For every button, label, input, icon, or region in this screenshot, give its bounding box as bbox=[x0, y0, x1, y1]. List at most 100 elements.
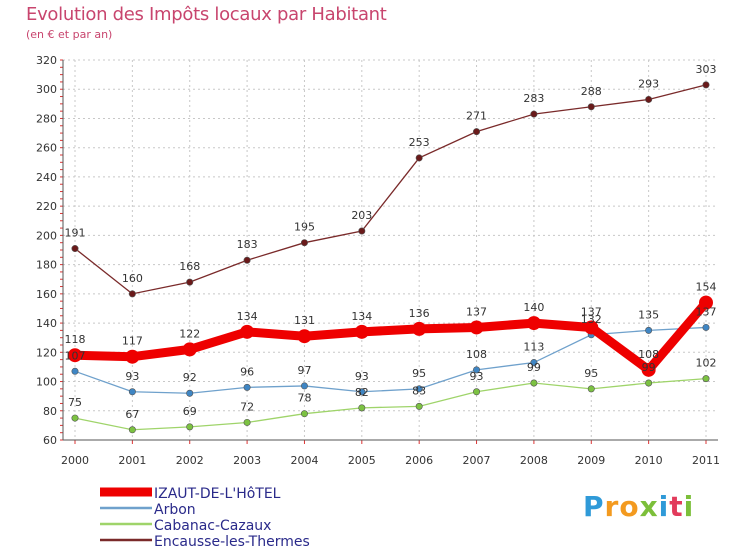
y-tick-label: 80 bbox=[43, 405, 57, 418]
data-point bbox=[473, 388, 481, 396]
series-line-encausse bbox=[74, 84, 707, 295]
data-point bbox=[702, 323, 710, 331]
data-point bbox=[240, 324, 255, 339]
data-point bbox=[358, 388, 366, 396]
y-tick-label: 300 bbox=[36, 83, 57, 96]
data-point bbox=[699, 295, 713, 310]
x-tick-label: 2004 bbox=[290, 454, 318, 467]
data-point bbox=[645, 95, 653, 103]
legend-arbon-label: Arbon bbox=[154, 502, 196, 518]
data-point bbox=[243, 418, 251, 426]
data-label: 113 bbox=[523, 341, 544, 354]
data-point bbox=[186, 423, 194, 431]
data-label: 72 bbox=[240, 400, 254, 413]
data-label: 271 bbox=[466, 110, 487, 123]
y-tick-label: 120 bbox=[36, 346, 57, 359]
data-point bbox=[530, 359, 538, 367]
data-label: 108 bbox=[638, 348, 659, 361]
y-tick-label: 240 bbox=[36, 171, 57, 184]
data-label: 107 bbox=[65, 349, 86, 362]
grid-layer bbox=[63, 59, 718, 441]
legend-cabanac-label: Cabanac-Cazaux bbox=[154, 518, 271, 534]
y-tick-label: 100 bbox=[36, 376, 57, 389]
data-label: 92 bbox=[183, 371, 197, 384]
data-label: 75 bbox=[68, 396, 82, 409]
data-point bbox=[71, 367, 79, 375]
data-label: 160 bbox=[122, 272, 143, 285]
data-label: 97 bbox=[297, 364, 311, 377]
data-point bbox=[702, 81, 710, 89]
data-point bbox=[297, 329, 312, 344]
data-label: 137 bbox=[466, 305, 487, 318]
data-point bbox=[300, 410, 308, 418]
data-label-layer: 118 117 122 134 131 134 136 137 140 137 108 154 107 9… bbox=[65, 63, 717, 421]
data-point bbox=[354, 324, 369, 339]
data-point bbox=[243, 256, 251, 264]
data-point bbox=[300, 239, 308, 247]
data-label: 283 bbox=[523, 92, 544, 105]
data-point bbox=[526, 316, 541, 331]
y-tick-label: 180 bbox=[36, 259, 57, 272]
brand-letter: P bbox=[583, 490, 605, 523]
data-label: 131 bbox=[294, 314, 315, 327]
data-point bbox=[182, 342, 197, 357]
x-tick-label: 2008 bbox=[520, 454, 548, 467]
data-label: 95 bbox=[584, 367, 598, 380]
chart-subtitle: (en € et par an) bbox=[26, 28, 113, 41]
brand-letter: i bbox=[683, 490, 695, 523]
x-tick-label: 2001 bbox=[118, 454, 146, 467]
data-point bbox=[415, 154, 423, 162]
data-point bbox=[128, 426, 136, 434]
legend-encausse-label: Encausse-les-Thermes bbox=[154, 534, 310, 550]
data-point bbox=[415, 385, 423, 393]
data-label: 83 bbox=[412, 384, 426, 397]
y-tick-label: 320 bbox=[36, 54, 57, 67]
data-label: 183 bbox=[237, 238, 258, 251]
data-point bbox=[530, 110, 538, 118]
data-label: 134 bbox=[351, 310, 372, 323]
data-point bbox=[587, 103, 595, 111]
data-point bbox=[584, 320, 599, 335]
y-tick-label: 280 bbox=[36, 112, 57, 125]
data-label: 118 bbox=[65, 333, 86, 346]
x-tick-label: 2007 bbox=[463, 454, 491, 467]
data-point bbox=[473, 366, 481, 374]
y-tick-label: 140 bbox=[36, 317, 57, 330]
x-tick-label: 2002 bbox=[176, 454, 204, 467]
x-tick-label: 2003 bbox=[233, 454, 261, 467]
x-tick-label: 2009 bbox=[577, 454, 605, 467]
data-point bbox=[300, 382, 308, 390]
data-label: 134 bbox=[237, 310, 258, 323]
x-tick-label: 2005 bbox=[348, 454, 376, 467]
proxiti-logo: Proxiti bbox=[583, 490, 694, 523]
data-label: 108 bbox=[466, 348, 487, 361]
data-label: 168 bbox=[179, 260, 200, 273]
data-label: 99 bbox=[642, 361, 656, 374]
data-label: 303 bbox=[696, 63, 717, 76]
y-tick-label: 260 bbox=[36, 142, 57, 155]
data-point bbox=[587, 385, 595, 393]
brand-letter: x bbox=[639, 490, 659, 523]
data-point bbox=[71, 245, 79, 253]
data-point bbox=[645, 326, 653, 334]
x-tick-label: 2010 bbox=[635, 454, 663, 467]
data-point bbox=[641, 362, 656, 377]
data-point bbox=[358, 404, 366, 412]
data-label: 293 bbox=[638, 77, 659, 90]
data-label: 117 bbox=[122, 335, 143, 348]
data-label: 82 bbox=[355, 386, 369, 399]
data-point bbox=[469, 320, 484, 335]
data-label: 195 bbox=[294, 221, 315, 234]
data-label: 137 bbox=[696, 305, 717, 318]
data-label: 140 bbox=[523, 301, 544, 314]
data-label: 137 bbox=[581, 305, 602, 318]
series-layer bbox=[68, 81, 713, 434]
data-label: 132 bbox=[581, 313, 602, 326]
y-tick-label: 200 bbox=[36, 229, 57, 242]
data-label: 154 bbox=[696, 281, 717, 294]
x-tick-label: 2000 bbox=[61, 454, 89, 467]
data-point bbox=[412, 321, 427, 336]
data-point bbox=[71, 414, 79, 422]
data-label: 136 bbox=[409, 307, 430, 320]
